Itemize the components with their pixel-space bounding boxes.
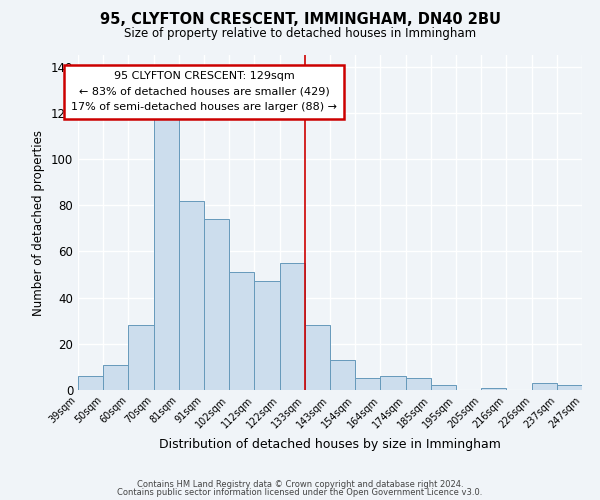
Bar xyxy=(305,326,330,390)
Bar xyxy=(355,378,380,390)
Bar xyxy=(532,383,557,390)
Text: Contains HM Land Registry data © Crown copyright and database right 2024.: Contains HM Land Registry data © Crown c… xyxy=(137,480,463,489)
Bar xyxy=(431,386,456,390)
Bar xyxy=(380,376,406,390)
Bar xyxy=(280,263,305,390)
Bar xyxy=(128,326,154,390)
Bar xyxy=(229,272,254,390)
Bar xyxy=(481,388,506,390)
Text: Size of property relative to detached houses in Immingham: Size of property relative to detached ho… xyxy=(124,28,476,40)
Bar xyxy=(254,282,280,390)
Bar xyxy=(154,82,179,390)
Bar xyxy=(204,219,229,390)
Text: Contains public sector information licensed under the Open Government Licence v3: Contains public sector information licen… xyxy=(118,488,482,497)
Bar xyxy=(103,364,128,390)
Bar xyxy=(78,376,103,390)
Text: 95, CLYFTON CRESCENT, IMMINGHAM, DN40 2BU: 95, CLYFTON CRESCENT, IMMINGHAM, DN40 2B… xyxy=(100,12,500,28)
Bar xyxy=(179,200,204,390)
X-axis label: Distribution of detached houses by size in Immingham: Distribution of detached houses by size … xyxy=(159,438,501,451)
Bar xyxy=(557,386,582,390)
Bar xyxy=(330,360,355,390)
Text: 95 CLYFTON CRESCENT: 129sqm
← 83% of detached houses are smaller (429)
17% of se: 95 CLYFTON CRESCENT: 129sqm ← 83% of det… xyxy=(71,71,337,112)
Bar xyxy=(406,378,431,390)
Y-axis label: Number of detached properties: Number of detached properties xyxy=(32,130,45,316)
